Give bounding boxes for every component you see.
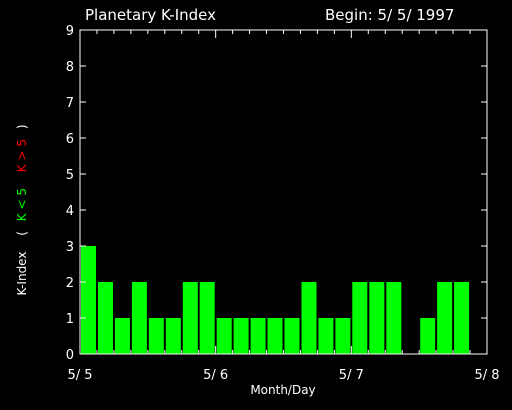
- y-axis-ticks: 0 1 2 3 4 5 6 7 8 9: [66, 24, 487, 363]
- y-tick-label: 3: [66, 240, 74, 255]
- bar: [369, 282, 385, 354]
- y-tick-label: 6: [66, 132, 74, 147]
- x-tick-label: 5/ 8: [474, 368, 499, 383]
- y-tick-label: 8: [66, 60, 74, 75]
- x-tick-label: 5/ 5: [67, 368, 92, 383]
- bar: [114, 318, 130, 354]
- bar: [81, 246, 96, 354]
- bar: [454, 282, 470, 354]
- y-axis-label-low: K < 5: [15, 188, 29, 221]
- bar: [352, 282, 368, 354]
- bar: [335, 318, 351, 354]
- bar-series: [81, 246, 470, 354]
- bar: [216, 318, 232, 354]
- x-axis-ticks: 5/ 5 5/ 6 5/ 7 5/ 8: [67, 30, 500, 383]
- y-tick-label: 4: [66, 204, 74, 219]
- y-axis-label-open-paren: (: [15, 231, 29, 236]
- bar: [386, 282, 402, 354]
- y-axis-label: K-Index ( K < 5 K > 5 ): [15, 124, 29, 295]
- y-axis-label-high: K > 5: [15, 139, 29, 172]
- bar: [420, 318, 436, 354]
- x-tick-label: 5/ 7: [339, 368, 364, 383]
- y-tick-label: 9: [66, 24, 74, 39]
- y-tick-label: 2: [66, 276, 74, 291]
- bar: [148, 318, 164, 354]
- bar: [165, 318, 181, 354]
- y-tick-label: 5: [66, 168, 74, 183]
- bar: [318, 318, 334, 354]
- bar: [233, 318, 249, 354]
- y-tick-label: 7: [66, 96, 74, 111]
- bar: [131, 282, 147, 354]
- y-axis-label-main: K-Index: [15, 252, 29, 296]
- x-axis-label: Month/Day: [250, 383, 315, 397]
- bar: [437, 282, 453, 354]
- y-axis-label-close-paren: ): [15, 124, 29, 129]
- bar: [284, 318, 300, 354]
- bar: [182, 282, 198, 354]
- bar: [199, 282, 215, 354]
- y-tick-label: 0: [66, 348, 74, 363]
- begin-date-label: Begin: 5/ 5/ 1997: [325, 6, 454, 24]
- bar: [98, 282, 113, 354]
- x-tick-label: 5/ 6: [203, 368, 228, 383]
- y-tick-label: 1: [66, 312, 74, 327]
- bar: [267, 318, 283, 354]
- bar: [250, 318, 266, 354]
- chart-title: Planetary K-Index: [85, 6, 216, 24]
- bar: [301, 282, 317, 354]
